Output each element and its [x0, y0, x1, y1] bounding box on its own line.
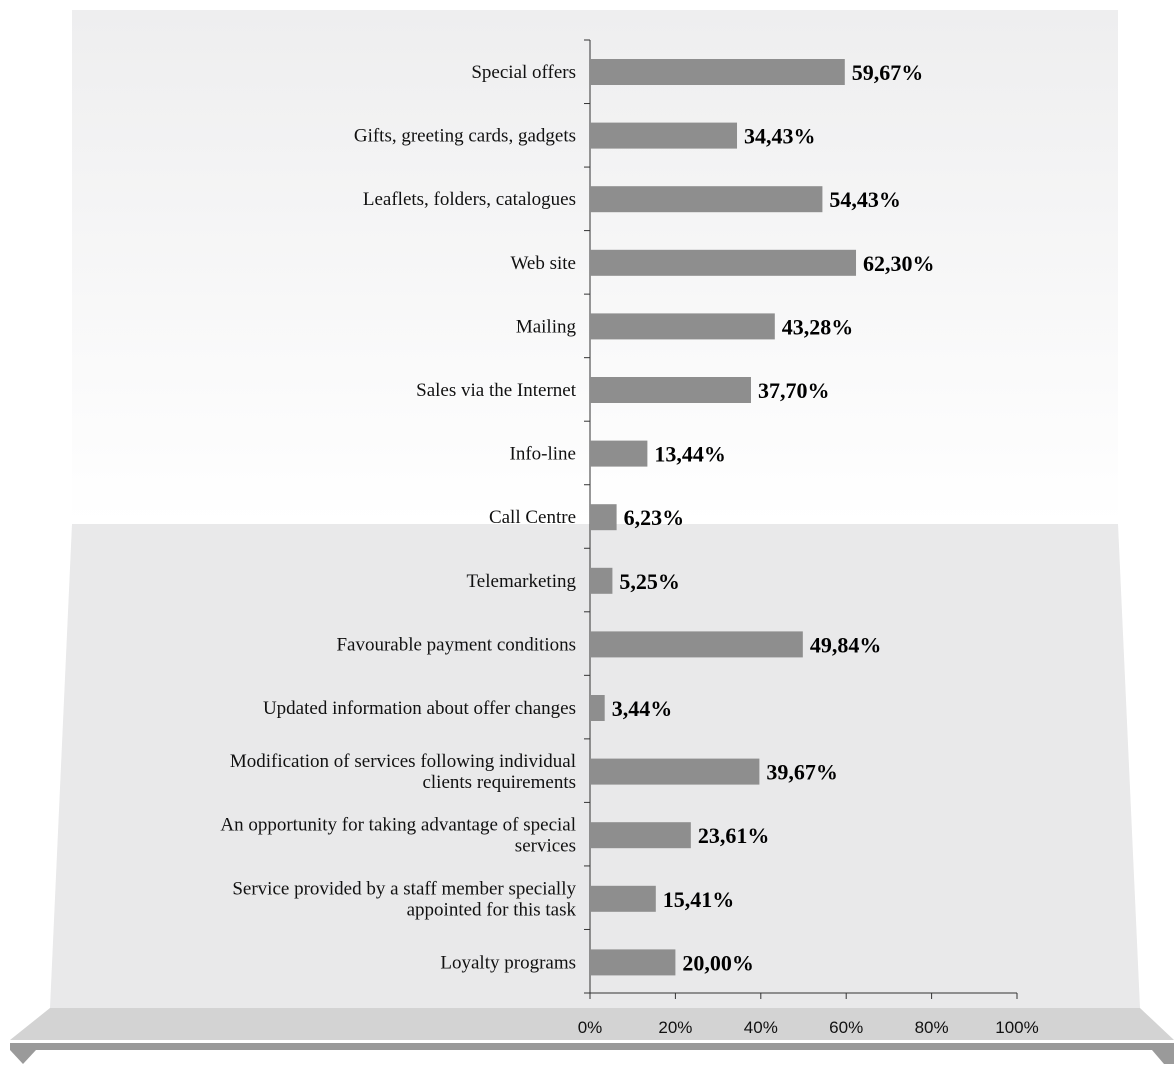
category-labels: Special offers Gifts, greeting cards, gad… [220, 62, 576, 973]
x-tick-label: 60% [829, 1018, 863, 1037]
bar [590, 885, 656, 912]
category-label: Service provided by a staff member speci… [232, 878, 576, 920]
category-label: Info-line [510, 444, 576, 465]
bar [590, 249, 857, 276]
value-label: 39,67% [766, 760, 838, 785]
value-labels: 59,67% 34,43% 54,43% 62,30% 43,28% 37,70% 13,4… [612, 60, 935, 975]
bar [590, 822, 691, 849]
category-label-line: appointed for this task [407, 899, 577, 920]
category-label: Loyalty programs [440, 952, 576, 973]
value-label: 3,44% [612, 696, 673, 721]
category-label: Modification of services following indiv… [230, 751, 576, 793]
category-label-line: Leaflets, folders, catalogues [363, 189, 576, 210]
category-label: Web site [511, 253, 576, 274]
bar [590, 186, 823, 213]
rail-foot-left [10, 1050, 36, 1064]
category-label-line: Updated information about offer changes [263, 698, 576, 719]
category-label: An opportunity for taking advantage of s… [220, 815, 576, 857]
category-label: Gifts, greeting cards, gadgets [354, 126, 576, 147]
category-label-line: Loyalty programs [440, 952, 576, 973]
value-label: 37,70% [758, 378, 830, 403]
category-label-line: Telemarketing [467, 571, 577, 592]
category-label-line: Modification of services following indiv… [230, 751, 576, 772]
category-label-line: Web site [511, 253, 576, 274]
category-label-line: An opportunity for taking advantage of s… [220, 815, 576, 836]
x-tick-label: 0% [578, 1018, 603, 1037]
x-tick-label: 80% [915, 1018, 949, 1037]
x-tick-label: 40% [744, 1018, 778, 1037]
value-label: 23,61% [698, 823, 770, 848]
bar [590, 567, 613, 594]
category-label: Mailing [516, 316, 577, 337]
category-label: Sales via the Internet [416, 380, 577, 401]
value-label: 15,41% [663, 887, 735, 912]
category-label: Favourable payment conditions [336, 634, 576, 655]
bar [590, 377, 751, 403]
bar [590, 949, 676, 976]
category-label-line: services [515, 836, 576, 857]
bar [590, 504, 617, 531]
category-label: Updated information about offer changes [263, 698, 576, 719]
bar [590, 758, 760, 785]
category-label-line: Info-line [510, 444, 576, 465]
category-label-line: Special offers [471, 62, 576, 83]
rail-foot-right [1152, 1050, 1174, 1064]
value-label: 34,43% [744, 124, 816, 149]
category-label-line: Service provided by a staff member speci… [232, 878, 576, 899]
value-label: 43,28% [782, 314, 854, 339]
value-label: 59,67% [852, 60, 924, 85]
value-label: 6,23% [624, 505, 685, 530]
category-label-line: Mailing [516, 316, 577, 337]
category-label: Call Centre [489, 507, 576, 528]
value-label: 54,43% [829, 187, 901, 212]
x-tick-label: 20% [658, 1018, 692, 1037]
bar [590, 695, 605, 721]
value-label: 13,44% [654, 442, 726, 467]
value-label: 49,84% [810, 632, 882, 657]
bar [590, 122, 738, 149]
category-label: Telemarketing [467, 571, 577, 592]
bar [590, 631, 803, 658]
panel-rail [10, 1043, 1174, 1050]
x-tick-label: 100% [995, 1018, 1038, 1037]
value-label: 5,25% [619, 569, 680, 594]
bar [590, 313, 775, 340]
bar-series [590, 59, 857, 976]
value-label: 20,00% [682, 950, 754, 975]
category-label: Special offers [471, 62, 576, 83]
category-label-line: Sales via the Internet [416, 380, 577, 401]
category-label-line: Favourable payment conditions [336, 634, 576, 655]
panel-base [10, 1008, 1174, 1040]
category-label: Leaflets, folders, catalogues [363, 189, 576, 210]
value-label: 62,30% [863, 251, 935, 276]
bar [590, 59, 845, 85]
bar [590, 440, 648, 467]
category-label-line: Gifts, greeting cards, gadgets [354, 126, 576, 147]
category-label-line: clients requirements [422, 772, 576, 793]
x-tick-labels: 0% 20% 40% 60% 80% 100% [578, 1018, 1039, 1037]
category-label-line: Call Centre [489, 507, 576, 528]
